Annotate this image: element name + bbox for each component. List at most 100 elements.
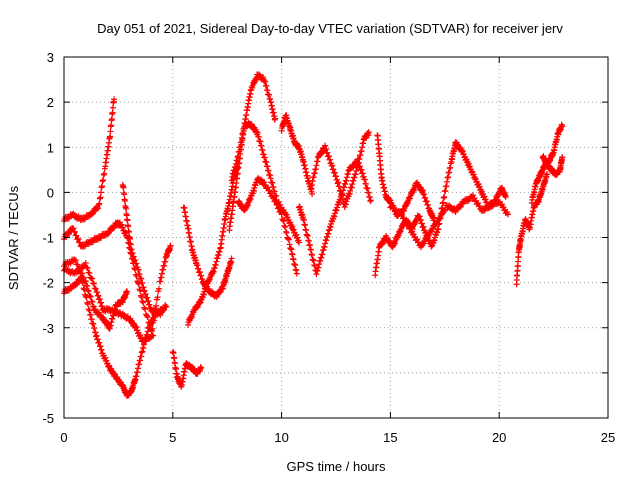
data-point	[109, 109, 116, 116]
points-layer	[61, 71, 566, 399]
y-tick-label: -5	[42, 411, 54, 426]
data-point	[147, 333, 154, 340]
data-point	[504, 211, 511, 218]
data-point	[70, 225, 77, 232]
data-point	[84, 299, 91, 306]
data-point	[86, 307, 93, 314]
data-point	[89, 298, 96, 305]
x-tick-label: 20	[492, 430, 506, 445]
data-point	[100, 176, 107, 183]
data-point	[280, 217, 287, 224]
data-point	[109, 104, 116, 111]
data-point	[90, 280, 97, 287]
data-point	[436, 215, 443, 222]
data-point	[399, 211, 406, 218]
data-point	[71, 228, 78, 235]
data-point	[282, 228, 289, 235]
y-tick-label: -1	[42, 231, 54, 246]
data-point	[79, 270, 86, 277]
data-point	[154, 294, 161, 301]
data-point	[285, 236, 292, 243]
data-point	[502, 193, 509, 200]
data-point	[270, 194, 277, 201]
data-point	[101, 170, 108, 177]
data-point	[84, 287, 91, 294]
data-point	[144, 314, 151, 321]
data-point	[111, 96, 118, 103]
data-point	[272, 115, 279, 122]
data-point	[293, 270, 300, 277]
data-point	[90, 280, 97, 287]
data-point	[228, 255, 235, 262]
data-point	[72, 257, 79, 264]
data-point	[140, 299, 147, 306]
series-trace-m	[278, 112, 316, 197]
data-point	[83, 264, 90, 271]
data-point	[76, 265, 83, 272]
data-point	[97, 194, 104, 201]
data-point	[75, 235, 82, 242]
y-tick-label: -4	[42, 366, 54, 381]
data-point	[80, 274, 87, 281]
grid-layer	[64, 57, 608, 418]
data-point	[84, 265, 91, 272]
data-point	[85, 306, 92, 313]
data-point	[153, 302, 160, 309]
data-point	[141, 304, 148, 311]
data-point	[281, 223, 288, 230]
x-tick-label: 15	[383, 430, 397, 445]
y-tick-label: -3	[42, 321, 54, 336]
data-point	[87, 293, 94, 300]
data-point	[135, 281, 142, 288]
series-trace-v	[539, 153, 566, 178]
data-point	[97, 189, 104, 196]
data-point	[402, 218, 409, 225]
series-trace-g	[169, 348, 205, 390]
data-point	[108, 122, 115, 129]
series-trace-e	[61, 256, 131, 332]
data-point	[167, 242, 174, 249]
data-point	[82, 291, 89, 298]
series-trace-o	[309, 129, 372, 210]
series-trace-a	[61, 96, 118, 225]
data-point	[92, 285, 99, 292]
data-point	[86, 270, 93, 277]
data-point	[87, 293, 94, 300]
series-trace-p	[374, 132, 437, 224]
data-point	[74, 261, 81, 268]
data-point	[274, 201, 281, 208]
data-point	[121, 197, 128, 204]
data-point	[136, 286, 143, 293]
data-point	[81, 286, 88, 293]
y-tick-label: 2	[47, 95, 54, 110]
chart-title: Day 051 of 2021, Sidereal Day-to-day VTE…	[97, 21, 563, 36]
data-point	[83, 282, 90, 289]
data-point	[96, 200, 103, 207]
y-tick-label: 1	[47, 140, 54, 155]
x-axis-label: GPS time / hours	[287, 459, 386, 474]
data-point	[559, 123, 566, 130]
data-point	[124, 288, 131, 295]
data-point	[108, 116, 115, 123]
data-point	[156, 285, 163, 292]
x-tick-label: 10	[274, 430, 288, 445]
data-point	[283, 229, 290, 236]
data-point	[107, 128, 114, 135]
data-point	[89, 275, 96, 282]
series-trace-f	[119, 181, 170, 319]
data-point	[441, 194, 448, 201]
series-trace-j	[226, 71, 279, 234]
data-point	[275, 205, 282, 212]
data-point	[367, 197, 374, 204]
data-point	[420, 240, 427, 247]
series-trace-t	[513, 171, 551, 288]
data-point	[285, 235, 292, 242]
data-point	[544, 171, 551, 178]
data-point	[84, 283, 91, 290]
data-point	[278, 211, 285, 218]
series-trace-r	[387, 192, 511, 251]
data-point	[441, 207, 448, 214]
data-point	[286, 241, 293, 248]
data-point	[430, 215, 437, 222]
